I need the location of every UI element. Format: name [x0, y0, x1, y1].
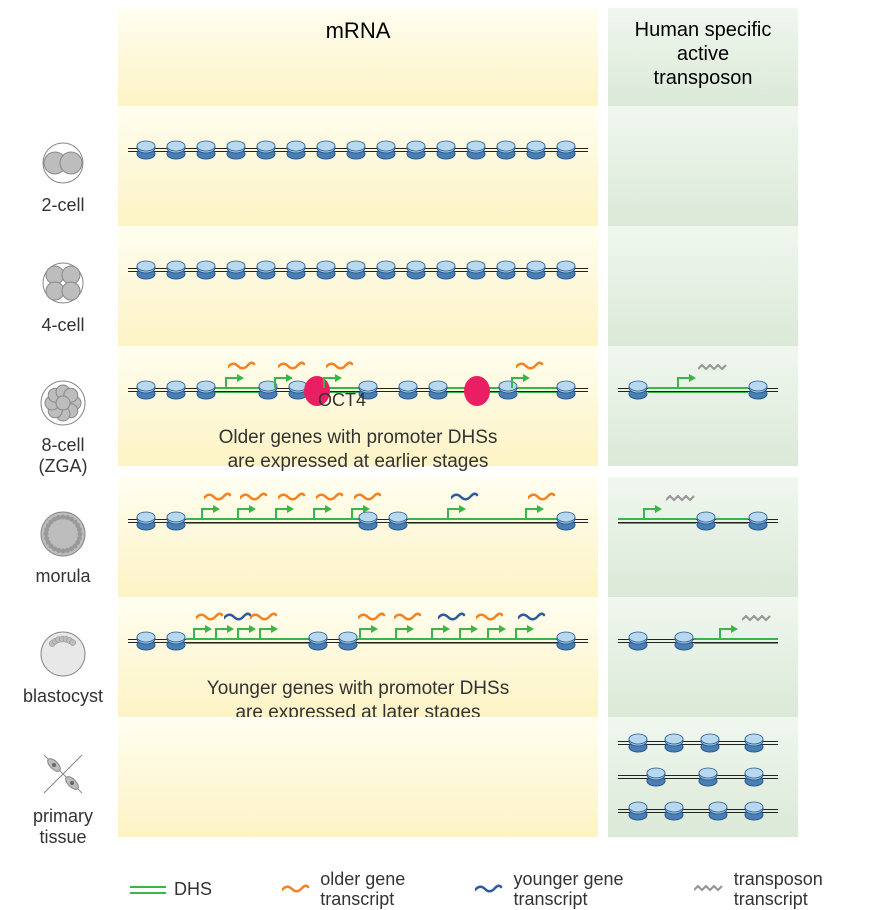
- legend-younger: younger gene transcript: [475, 870, 677, 910]
- mrna-cell: [118, 106, 598, 226]
- mrna-cell: OCT4Older genes with promoter DHSs are e…: [118, 346, 598, 466]
- mrna-cell: [118, 717, 598, 837]
- stage-label: morula: [8, 477, 118, 597]
- mrna-cell: Younger genes with promoter DHSs are exp…: [118, 597, 598, 717]
- transposon-cell: [608, 477, 798, 597]
- transposon-cell: [608, 717, 798, 837]
- diagram-container: mRNA Human specific active transposon 2-…: [0, 0, 881, 856]
- transposon-cell: [608, 106, 798, 226]
- stage-label: primary tissue: [8, 717, 118, 848]
- legend: DHS older gene transcript younger gene t…: [0, 856, 881, 910]
- stage-label: 4-cell: [8, 226, 118, 346]
- transposon-cell: [608, 226, 798, 346]
- transposon-header: Human specific active transposon: [608, 8, 798, 106]
- stage-label: 2-cell: [8, 106, 118, 226]
- transposon-cell: [608, 346, 798, 466]
- legend-older: older gene transcript: [282, 870, 459, 910]
- stage-label: blastocyst: [8, 597, 118, 717]
- stage-label: 8-cell (ZGA): [8, 346, 118, 477]
- mrna-header: mRNA: [118, 8, 598, 106]
- mrna-cell: [118, 226, 598, 346]
- legend-dhs: DHS: [130, 880, 266, 900]
- legend-transposon: transposon transcript: [694, 870, 877, 910]
- spacer: [8, 8, 118, 106]
- transposon-cell: [608, 597, 798, 717]
- mrna-cell: [118, 477, 598, 597]
